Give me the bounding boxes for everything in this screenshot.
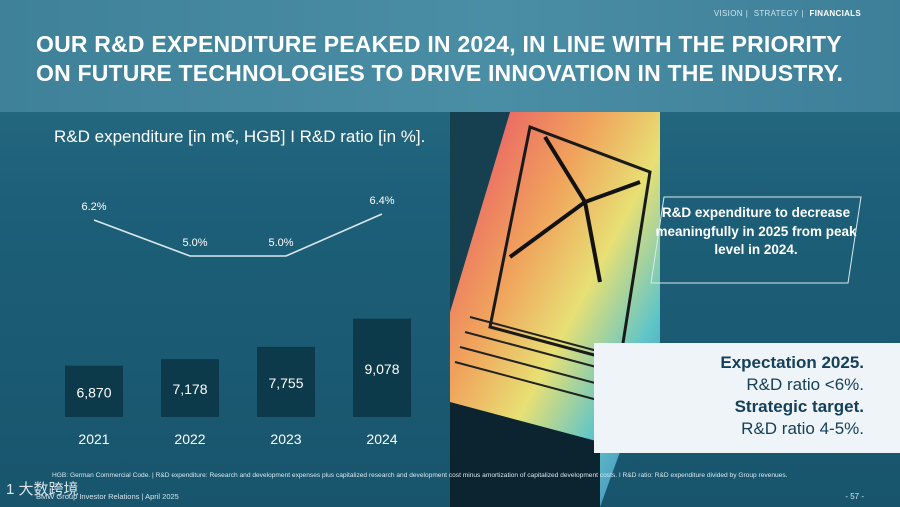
nav-item-strategy[interactable]: STRATEGY: [753, 9, 799, 18]
category-label: 2023: [270, 431, 301, 447]
breadcrumb-nav: VISION | STRATEGY | FINANCIALS: [713, 9, 861, 18]
category-label: 2022: [174, 431, 205, 447]
callout-text: R&D expenditure to decrease meaningfully…: [655, 205, 857, 257]
bar-value-label: 7,755: [268, 375, 303, 391]
target-value: R&D ratio 4-5%.: [741, 419, 864, 438]
bar-value-label: 6,870: [76, 384, 111, 400]
bar-2024: [353, 318, 411, 417]
ratio-label: 6.2%: [81, 201, 106, 213]
ratio-label: 5.0%: [182, 237, 207, 249]
nav-item-financials[interactable]: FINANCIALS: [809, 9, 861, 18]
expectation-heading: Expectation 2025.: [720, 353, 864, 372]
ratio-label: 5.0%: [268, 237, 293, 249]
page-title: OUR R&D EXPENDITURE PEAKED IN 2024, IN L…: [36, 31, 844, 86]
ratio-line: [93, 213, 383, 257]
bar-value-label: 9,078: [364, 361, 399, 377]
chart-title: R&D expenditure [in m€, HGB] I R&D ratio…: [54, 127, 426, 146]
bar-value-label: 7,178: [172, 381, 207, 397]
category-label: 2021: [78, 431, 109, 447]
category-label: 2024: [366, 431, 397, 447]
expectation-value: R&D ratio <6%.: [746, 375, 864, 394]
header-band: VISION | STRATEGY | FINANCIALS OUR R&D EXP…: [0, 0, 900, 112]
nav-item-vision[interactable]: VISION: [713, 9, 743, 18]
expectation-panel: Expectation 2025. R&D ratio <6%. Strateg…: [594, 343, 900, 453]
bar-2021: [65, 365, 123, 417]
rd-chart: 6,870 2021 7,178 2022 7,755 2023 9,078 2024 6.2%…: [65, 195, 411, 447]
watermark-logo: 1 大数跨境: [6, 481, 79, 498]
target-heading: Strategic target.: [734, 397, 864, 416]
footer-source: BMW Group Investor Relations | April 202…: [36, 492, 179, 501]
footnote: HGB: German Commercial Code. | R&D expen…: [52, 472, 788, 479]
callout-box: R&D expenditure to decrease meaningfully…: [650, 196, 862, 284]
ratio-label: 6.4%: [369, 195, 394, 207]
bar-2023: [257, 346, 315, 417]
page-number: - 57 -: [845, 492, 864, 501]
bar-2022: [161, 359, 219, 417]
